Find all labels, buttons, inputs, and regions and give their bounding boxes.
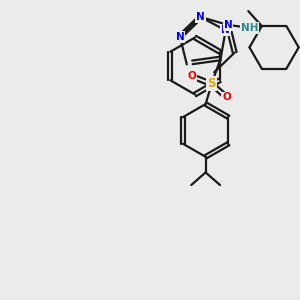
Text: O: O [188, 71, 197, 81]
Text: N: N [221, 26, 230, 35]
Text: N: N [224, 20, 232, 30]
Text: NH: NH [241, 23, 258, 33]
Text: S: S [207, 77, 216, 90]
Text: N: N [196, 12, 205, 22]
Text: N: N [176, 32, 184, 42]
Text: O: O [222, 92, 231, 102]
